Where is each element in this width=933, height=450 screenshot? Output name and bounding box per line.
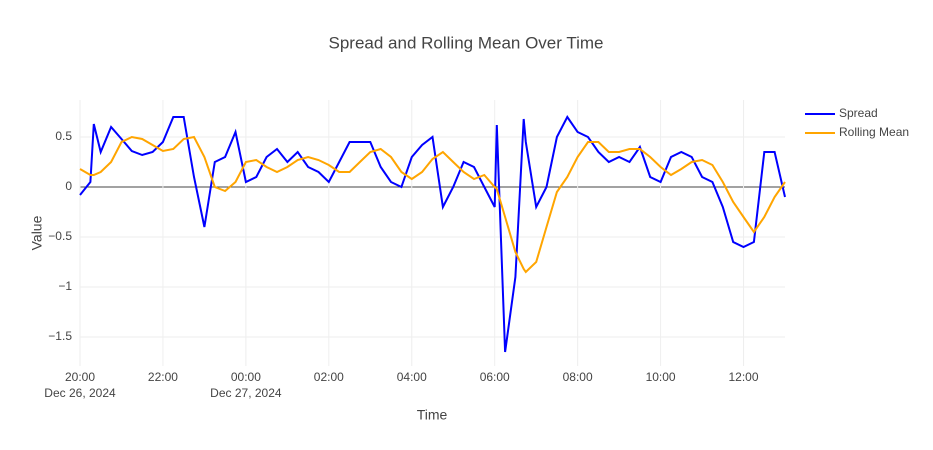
x-axis-title: Time [417,407,448,423]
legend-label: Spread [839,106,878,120]
x-tick-label: 08:00 [563,370,593,384]
line-series [79,115,786,353]
y-axis-title: Value [29,215,45,250]
legend-label: Rolling Mean [839,125,909,139]
y-tick-label: −1.5 [48,329,72,343]
y-tick-label: −1 [58,279,72,293]
x-tick-label: 20:00 Dec 26, 2024 [44,370,116,400]
x-tick-label: 12:00 [729,370,759,384]
x-tick-label: 00:00 Dec 27, 2024 [210,370,282,400]
chart-title: Spread and Rolling Mean Over Time [329,33,604,52]
y-tick-label: 0.5 [55,129,72,143]
line-series [79,135,786,274]
x-tick-label: 06:00 [480,370,510,384]
x-tick-label: 22:00 [148,370,178,384]
y-tick-label: 0 [65,179,72,193]
x-tick-label: 02:00 [314,370,344,384]
x-tick-label: 04:00 [397,370,427,384]
y-tick-label: −0.5 [48,229,72,243]
x-tick-label: 10:00 [646,370,676,384]
